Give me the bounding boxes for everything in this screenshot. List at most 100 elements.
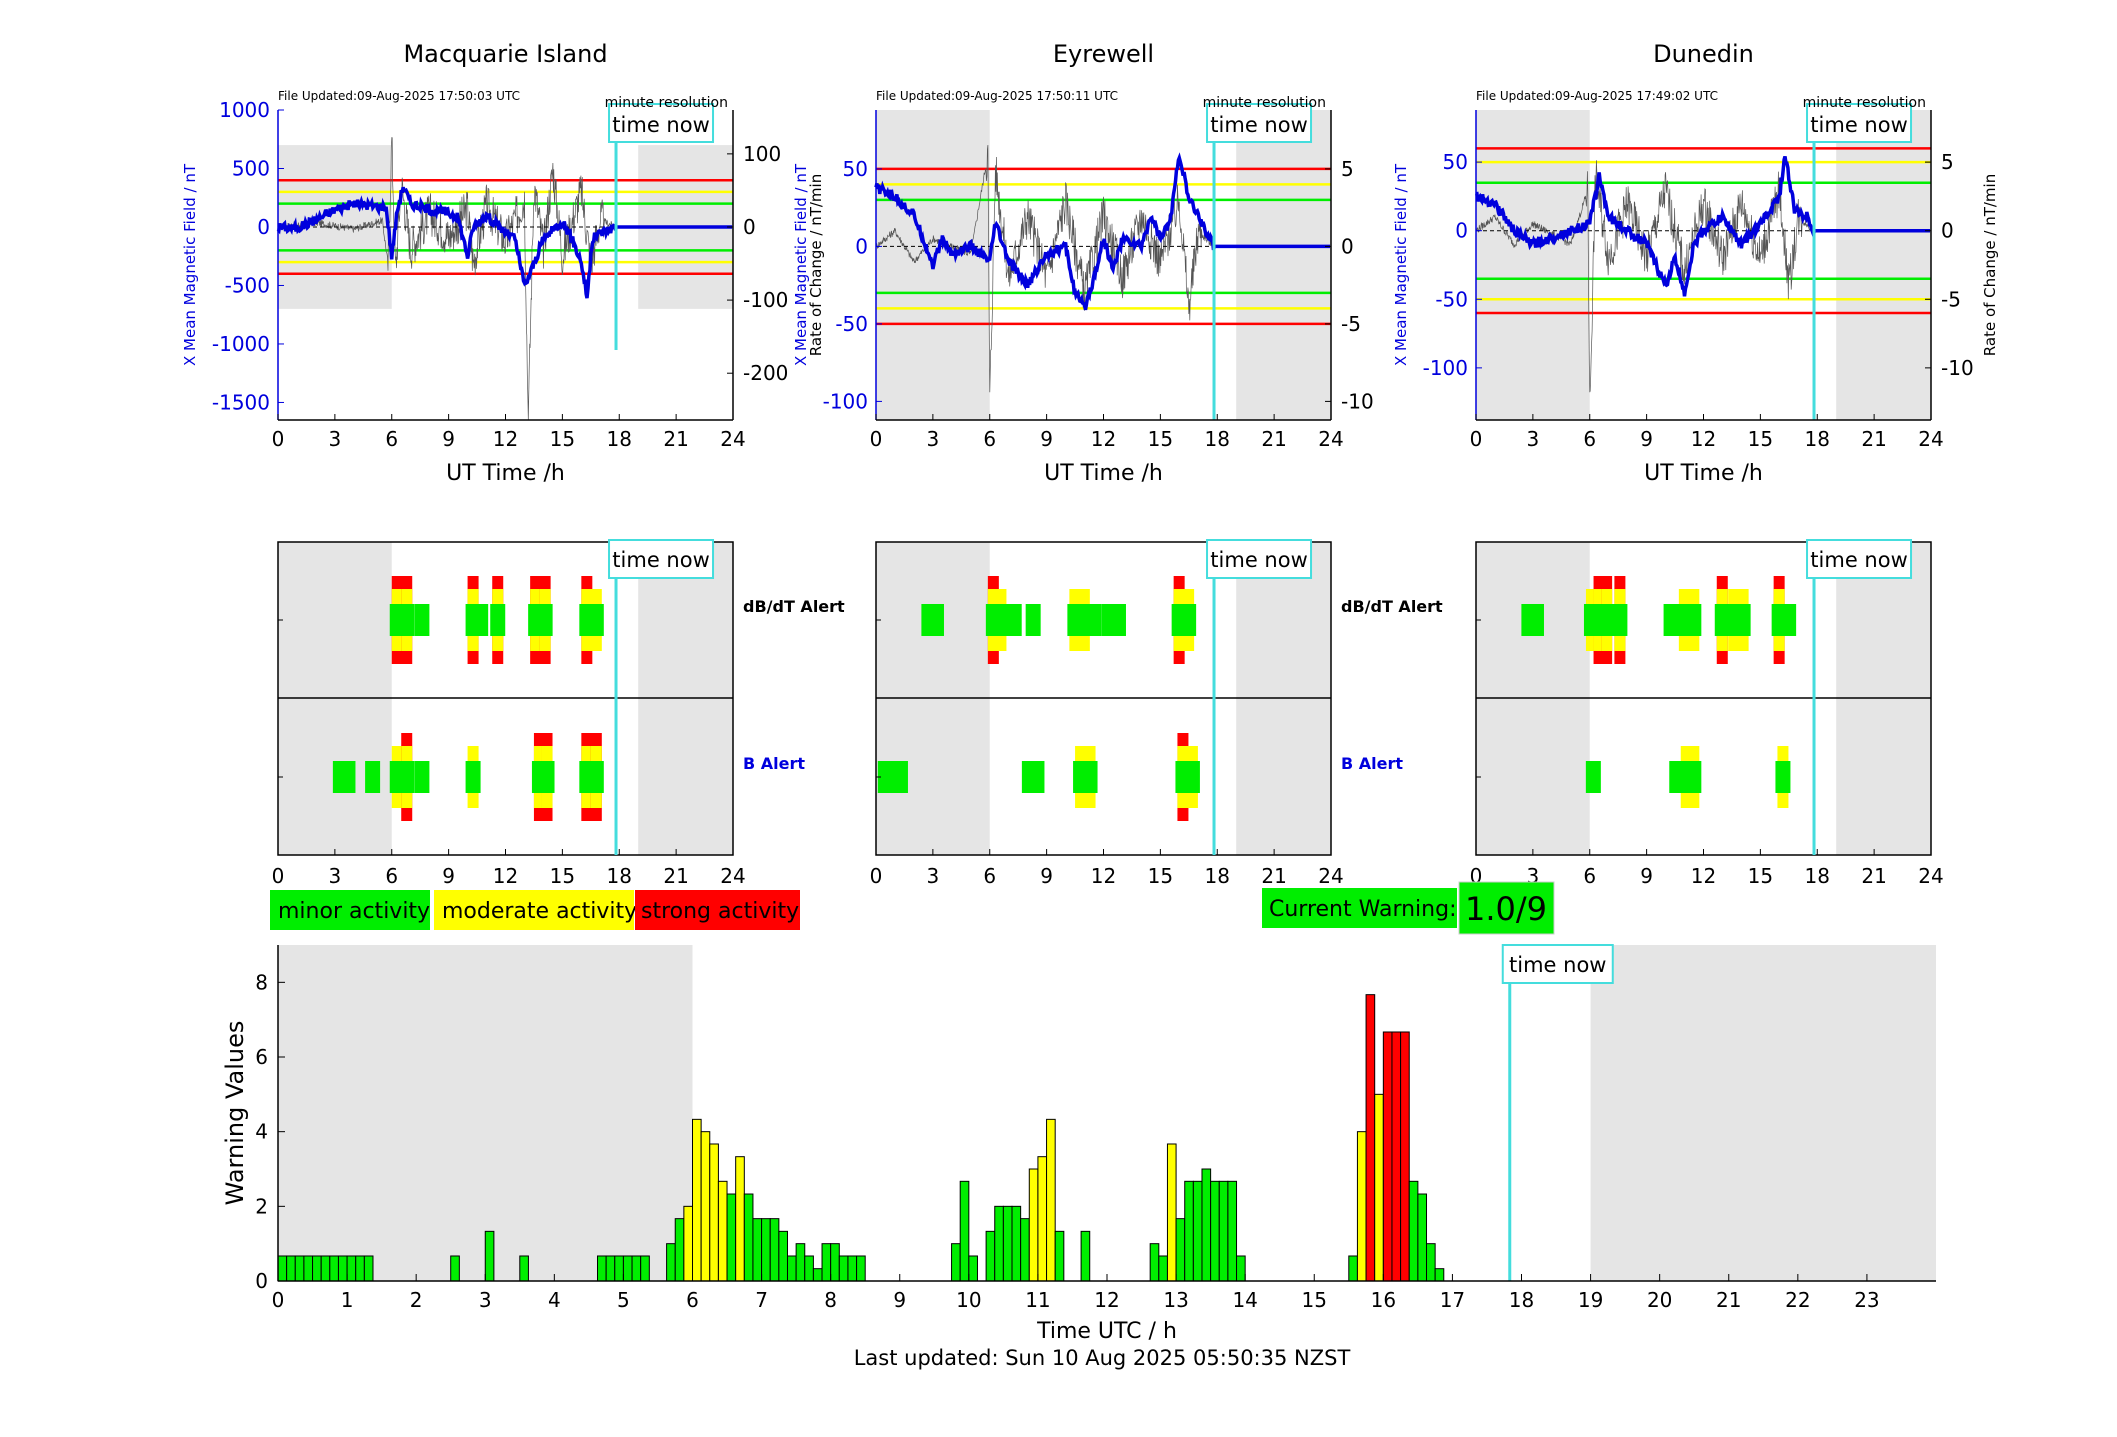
x-tick-label: 11 [1025, 1288, 1050, 1312]
left-tick-label: -50 [1435, 287, 1468, 311]
warning-bar [786, 1255, 797, 1282]
x-tick-label: 3 [329, 864, 342, 888]
x-tick-label: 15 [1148, 864, 1173, 888]
x-tick-label: 2 [410, 1288, 423, 1312]
file-updated: File Updated:09-Aug-2025 17:50:11 UTC [876, 89, 1118, 103]
b-green-block [1082, 761, 1098, 793]
x-tick-label: 1 [341, 1288, 354, 1312]
b-green-block [365, 761, 381, 793]
activity-legend: minor activity moderate activity strong … [270, 890, 800, 930]
x-tick-label: 13 [1163, 1288, 1188, 1312]
left-tick-label: 50 [1443, 150, 1468, 174]
warning-bar [1149, 1243, 1160, 1282]
warning-bar [1348, 1255, 1358, 1282]
warning-bar [1037, 1156, 1048, 1282]
warning-bar [1400, 1031, 1410, 1282]
warning-bar [303, 1255, 314, 1282]
warning-bar [1011, 1205, 1022, 1282]
x-tick-label: 23 [1854, 1288, 1879, 1312]
x-tick-label: 24 [720, 864, 745, 888]
x-tick-label: 4 [548, 1288, 561, 1312]
x-tick-label: 17 [1440, 1288, 1465, 1312]
x-tick-label: 6 [385, 864, 398, 888]
station-title: Eyrewell [1053, 40, 1154, 68]
warning-bar [631, 1255, 642, 1282]
x-tick-label: 6 [686, 1288, 699, 1312]
left-tick-label: 0 [257, 215, 270, 239]
x-tick-label: 18 [1205, 864, 1230, 888]
left-tick-label: -1500 [212, 390, 270, 414]
right-tick-label: 0 [1341, 234, 1354, 258]
last-updated: Last updated: Sun 10 Aug 2025 05:50:35 N… [854, 1346, 1351, 1370]
x-tick-label: 21 [1261, 864, 1286, 888]
x-tick-label: 21 [663, 427, 688, 451]
left-tick-label: -1000 [212, 332, 270, 356]
left-tick-label: -50 [835, 312, 868, 336]
y-tick-label: 0 [255, 1269, 268, 1293]
warning-bar [1028, 1168, 1039, 1282]
station-title: Dunedin [1653, 40, 1754, 68]
legend-minor-swatch [270, 890, 430, 930]
x-tick-label: 8 [824, 1288, 837, 1312]
time-now-label: time now [1810, 548, 1907, 572]
warning-bar [1054, 1230, 1065, 1282]
x-tick-label: 15 [1748, 864, 1773, 888]
warning-bar [666, 1243, 676, 1282]
dbdt-green-block [1025, 604, 1041, 636]
file-updated: File Updated:09-Aug-2025 17:49:02 UTC [1476, 89, 1718, 103]
time-now-box [608, 539, 715, 579]
x-tick-label: 12 [1691, 864, 1716, 888]
current-warning: Current Warning: 1.0/9 [1262, 881, 1555, 935]
night-shade [1476, 110, 1590, 420]
time-now-box [1806, 539, 1913, 579]
x-tick-label: 9 [442, 427, 455, 451]
x-tick-label: 14 [1232, 1288, 1257, 1312]
warning-bar [717, 1180, 728, 1282]
rate-of-change-trace [1475, 160, 1815, 393]
dbdt-green-block [490, 604, 506, 636]
night-shade [1836, 110, 1931, 420]
x-tick-label: 3 [927, 427, 940, 451]
x-tick-label: 5 [617, 1288, 630, 1312]
warning-bar [1227, 1180, 1238, 1282]
x-tick-label: 0 [870, 427, 883, 451]
y-tick-label: 8 [255, 970, 268, 994]
left-tick-label: 50 [843, 157, 868, 181]
x-tick-label: 10 [956, 1288, 981, 1312]
left-axis-label: X Mean Magnetic Field / nT [792, 163, 810, 366]
warning-bar [1391, 1031, 1402, 1282]
x-tick-label: 15 [1302, 1288, 1327, 1312]
y-tick-label: 2 [255, 1194, 268, 1218]
right-tick-label: 5 [1941, 150, 1954, 174]
time-now-label: time now [612, 548, 709, 572]
warning-bar [778, 1230, 788, 1282]
b-green-block [892, 761, 908, 793]
b-alert-label: B Alert [743, 754, 805, 773]
x-tick-label: 21 [1861, 864, 1886, 888]
warning-bar [1175, 1218, 1186, 1282]
legend-strong-label: strong activity [641, 899, 799, 924]
x-tick-label: 21 [1861, 427, 1886, 451]
night-shade [1236, 110, 1331, 420]
warning-bar [605, 1255, 616, 1282]
x-tick-label: 6 [983, 427, 996, 451]
dbdt-green-block [1110, 604, 1126, 636]
x-tick-label: 0 [272, 427, 285, 451]
warning-bar [1426, 1243, 1436, 1282]
x-tick-label: 3 [479, 1288, 492, 1312]
resolution-label: minute resolution [1803, 95, 1926, 111]
warning-bar [994, 1205, 1004, 1282]
warning-bar [821, 1243, 832, 1282]
left-tick-label: 500 [232, 156, 270, 180]
warning-bar [1356, 1131, 1367, 1282]
right-tick-label: 0 [743, 215, 756, 239]
x-tick-label: 0 [870, 864, 883, 888]
mean-field-trace [874, 152, 1331, 311]
x-tick-label: 6 [1583, 864, 1596, 888]
warning-bar [277, 1255, 288, 1282]
right-tick-label: 100 [743, 142, 781, 166]
night-shade [278, 945, 693, 1281]
dbdt-green-block [928, 604, 944, 636]
